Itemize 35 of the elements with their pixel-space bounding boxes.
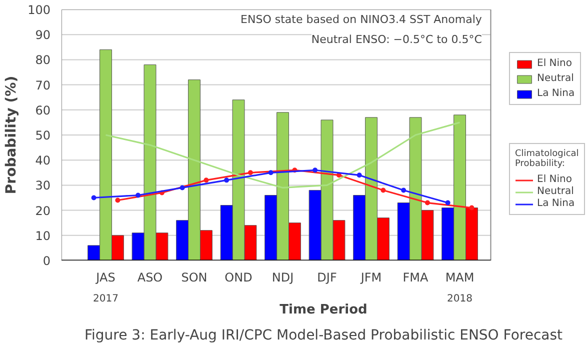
x-tick-label: OND <box>224 270 252 284</box>
legend-label: La Nina <box>537 198 575 209</box>
y-tick-label: 40 <box>35 154 51 168</box>
y-tick-label: 90 <box>35 28 51 42</box>
annotation: ENSO state based on NINO3.4 SST Anomaly <box>240 13 482 26</box>
y-tick-label: 50 <box>35 128 51 142</box>
y-tick-label: 30 <box>35 178 51 193</box>
y-tick-label: 0 <box>42 254 51 268</box>
y-tick-label: 80 <box>35 53 51 68</box>
legend-title: Climatological Probability: <box>515 149 579 169</box>
x-tick-label: DJF <box>317 270 337 284</box>
y-tick-label: 20 <box>35 204 51 218</box>
legend-label: El Nino <box>537 174 572 185</box>
line-series <box>104 122 461 189</box>
legend-label: Neutral <box>537 186 574 197</box>
legend-label: La Nina <box>537 88 575 99</box>
x-axis-title: Time Period <box>280 302 368 318</box>
y-tick-label: 70 <box>35 78 51 92</box>
legend-label: Neutral <box>537 73 574 84</box>
text: 2018 <box>447 294 473 304</box>
x-tick-label: MAM <box>445 270 474 284</box>
y-tick-label: 60 <box>35 103 51 118</box>
text: 2017 <box>93 294 118 304</box>
x-tick-label: ASO <box>137 270 163 284</box>
legend-label: El Nino <box>537 58 572 69</box>
annotation: Neutral ENSO: −0.5°C to 0.5°C <box>311 33 482 46</box>
y-axis-title: Probability (%) <box>4 76 20 194</box>
y-tick-label: 10 <box>35 228 51 243</box>
y-tick-label: 100 <box>28 3 50 17</box>
x-tick-label: NDJ <box>272 270 294 284</box>
x-tick-label: JFM <box>360 270 382 284</box>
x-tick-label: SON <box>181 270 208 284</box>
x-tick-label: FMA <box>402 270 430 284</box>
text: Figure 3: Early-Aug IRI/CPC Model-Based Probabilistic ENSO Forecast <box>84 328 564 344</box>
x-tick-label: JAS <box>95 270 116 284</box>
